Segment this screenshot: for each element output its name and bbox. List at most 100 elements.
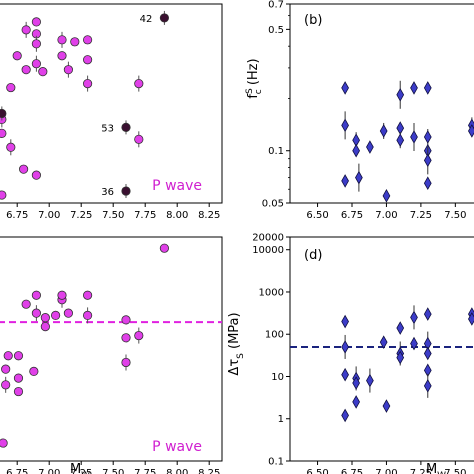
data-point [83, 290, 93, 300]
data-point [423, 81, 432, 95]
x-tick-label: 7.50 [444, 210, 466, 221]
data-point [352, 395, 360, 409]
p-wave-label: P wave [152, 178, 202, 194]
data-point [83, 79, 93, 89]
data-point [57, 290, 67, 300]
data-point [40, 313, 50, 323]
x-tick-label: 7.00 [375, 468, 397, 474]
data-point [57, 51, 67, 61]
panel-label: (d) [304, 248, 322, 263]
x-tick-label: 8.25 [198, 210, 220, 221]
data-point [70, 37, 80, 47]
data-point [468, 312, 474, 326]
x-tick-label: 8.00 [166, 210, 188, 221]
plot-frame [0, 236, 223, 462]
x-tick-label: 7.25 [70, 210, 92, 221]
data-point [121, 315, 131, 325]
y-tick-label: 0.5 [268, 25, 284, 36]
data-point [382, 399, 391, 413]
data-point [423, 130, 432, 144]
y-axis-label: ΔτS (MPa) [227, 312, 246, 375]
x-tick-label: 8.00 [166, 468, 188, 474]
y-tick-label: 0.1 [268, 457, 284, 468]
y-tick-label: 100 [265, 330, 284, 341]
x-axis-label: MW [426, 462, 446, 474]
highlight-point [121, 186, 131, 196]
data-point [0, 128, 7, 138]
y-tick-label: 1 [278, 414, 284, 425]
data-point [13, 386, 24, 397]
data-point [410, 130, 418, 144]
data-point [341, 367, 349, 382]
data-point [6, 142, 16, 152]
y-tick-label: 0.05 [262, 199, 284, 210]
data-point [0, 438, 8, 448]
p-wave-label: P wave [152, 439, 202, 455]
x-tick-label: 6.50 [306, 468, 328, 474]
data-point [382, 189, 391, 203]
data-point [13, 373, 24, 383]
x-axis-label: MW [70, 462, 90, 474]
y-tick-label: 10000 [252, 245, 284, 256]
data-point [366, 140, 374, 154]
x-tick-label: 7.00 [38, 210, 60, 221]
plot-frame [289, 3, 474, 204]
data-point [31, 308, 42, 318]
x-tick-label: 6.75 [341, 468, 363, 474]
data-point [6, 82, 16, 93]
data-point [341, 174, 349, 188]
data-point [423, 153, 432, 168]
data-point [134, 330, 144, 341]
data-point [13, 351, 24, 361]
data-point [31, 290, 42, 300]
data-point [423, 346, 432, 361]
panel-d: 6.50 6.75 7.00 7.25 7.50 0.1 1 10 100 1000 1000020… [227, 233, 474, 474]
data-point [63, 65, 74, 75]
data-point [63, 308, 74, 318]
data-point [423, 307, 432, 321]
data-point [1, 380, 11, 390]
data-point [31, 17, 42, 27]
data-point [341, 408, 349, 423]
data-point [29, 366, 39, 376]
data-point [0, 190, 7, 200]
data-point [396, 133, 405, 148]
data-point [21, 25, 31, 35]
data-point [379, 335, 388, 349]
plot-frame [0, 3, 223, 204]
data-point [352, 143, 360, 158]
data-point [1, 364, 11, 374]
data-point [40, 321, 50, 332]
panel-b: 6.50 6.75 7.00 7.25 7.50 0.05 0.1 0.5 0.7 (b) fSc … [245, 0, 474, 221]
data-point [396, 87, 405, 102]
plot-frame [289, 236, 474, 462]
point-label: 53 [101, 123, 114, 134]
data-point [366, 373, 374, 388]
x-tick-label: 7.25 [70, 468, 92, 474]
panel-a: 6.75 7.00 7.25 7.50 7.75 8.00 8.25 42 53 36 P wave [0, 3, 223, 221]
data-point [50, 310, 61, 320]
data-point [83, 310, 93, 320]
data-point [355, 170, 363, 185]
data-point [410, 310, 418, 325]
data-point [83, 55, 93, 65]
data-point [31, 170, 42, 180]
data-point [423, 176, 432, 191]
x-tick-label: 7.00 [375, 210, 397, 221]
x-tick-label: 7.50 [102, 468, 124, 474]
x-tick-label: 7.50 [444, 468, 466, 474]
data-point [396, 321, 405, 335]
highlight-point [159, 13, 169, 23]
x-tick-label: 7.00 [38, 468, 60, 474]
x-tick-label: 7.50 [102, 210, 124, 221]
data-point [352, 376, 360, 390]
x-tick-label: 7.25 [410, 468, 432, 474]
data-point [31, 59, 42, 69]
data-point [410, 336, 418, 351]
highlight-point [121, 122, 131, 132]
x-tick-label: 6.75 [341, 210, 363, 221]
data-point [410, 81, 418, 95]
x-tick-label: 6.75 [6, 210, 28, 221]
data-point [83, 35, 93, 45]
